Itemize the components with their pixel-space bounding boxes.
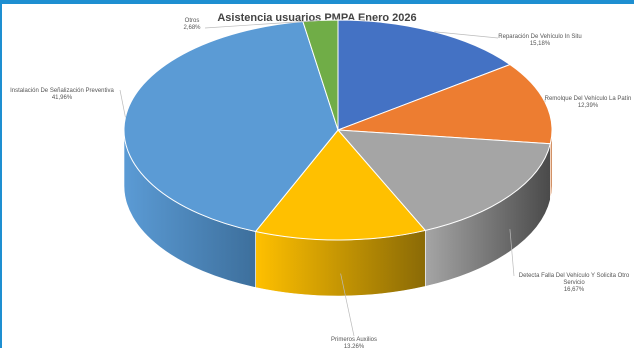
leader-line-0 bbox=[434, 31, 499, 39]
pie-slice-2 bbox=[336, 129, 551, 231]
slice-name-3: Primeros Auxilios bbox=[331, 337, 377, 343]
leader-line-4 bbox=[119, 89, 126, 118]
pie-slice-4 bbox=[123, 20, 339, 233]
slice-name-2-cont: Servicio bbox=[563, 280, 585, 286]
pie-sides bbox=[123, 129, 553, 297]
slice-value-1: 12,39% bbox=[578, 103, 599, 109]
pie-slices bbox=[123, 19, 553, 241]
slice-value-4: 41,96% bbox=[52, 95, 73, 101]
slice-name-4: Instalación De Señalización Preventiva bbox=[10, 88, 114, 94]
slice-value-0: 15,18% bbox=[530, 41, 551, 47]
slice-value-3: 13,26% bbox=[344, 344, 365, 348]
pie-slice-0 bbox=[337, 19, 512, 131]
slice-name-1: Remolque Del Vehículo La Patín bbox=[545, 96, 632, 102]
leader-line-5 bbox=[204, 20, 321, 29]
slice-name-2: Detecta Falla Del Vehículo Y Solicita Ot… bbox=[519, 273, 630, 279]
pie-slice-3 bbox=[254, 129, 427, 241]
leader-line-3 bbox=[340, 273, 355, 337]
slice-value-5: 2,68% bbox=[183, 25, 201, 31]
slice-value-2: 16,67% bbox=[564, 287, 585, 293]
slice-name-5: Otros bbox=[185, 18, 200, 24]
leader-line-2 bbox=[509, 229, 515, 277]
top-border bbox=[0, 0, 634, 4]
slice-name-0: Reparación De Vehículo In Situ bbox=[498, 34, 581, 40]
leader-lines bbox=[119, 20, 546, 337]
left-border bbox=[0, 0, 2, 348]
